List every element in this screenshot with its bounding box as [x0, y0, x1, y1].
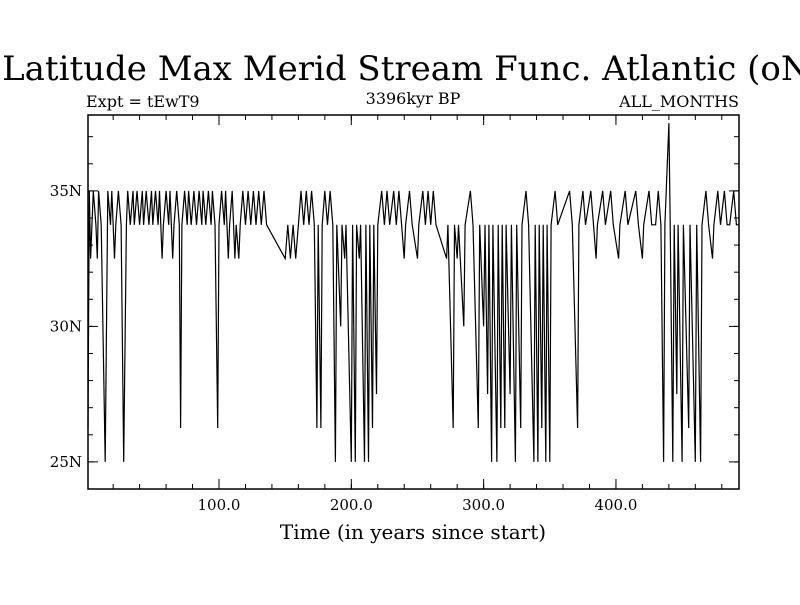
y-tick-label: 25N — [50, 453, 82, 471]
axis-ticks — [88, 115, 739, 490]
chart-title: Latitude Max Merid Stream Func. Atlantic… — [2, 49, 800, 89]
x-axis-label: Time (in years since start) — [280, 520, 546, 544]
experiment-label: Expt = tEwT9 — [86, 92, 200, 111]
x-tick-label: 400.0 — [594, 496, 637, 514]
x-tick-label: 200.0 — [330, 496, 373, 514]
axis-tick-labels: 100.0 200.0 300.0 400.0 25N 30N 35N — [50, 182, 638, 514]
time-period-label: 3396kyr BP — [366, 89, 461, 108]
x-tick-label: 100.0 — [198, 496, 241, 514]
x-tick-label: 300.0 — [462, 496, 505, 514]
plot-frame — [87, 114, 740, 490]
months-label: ALL_MONTHS — [618, 92, 739, 111]
y-tick-label: 35N — [50, 182, 82, 200]
series-line-latitude — [87, 123, 739, 462]
y-tick-label: 30N — [50, 317, 82, 335]
